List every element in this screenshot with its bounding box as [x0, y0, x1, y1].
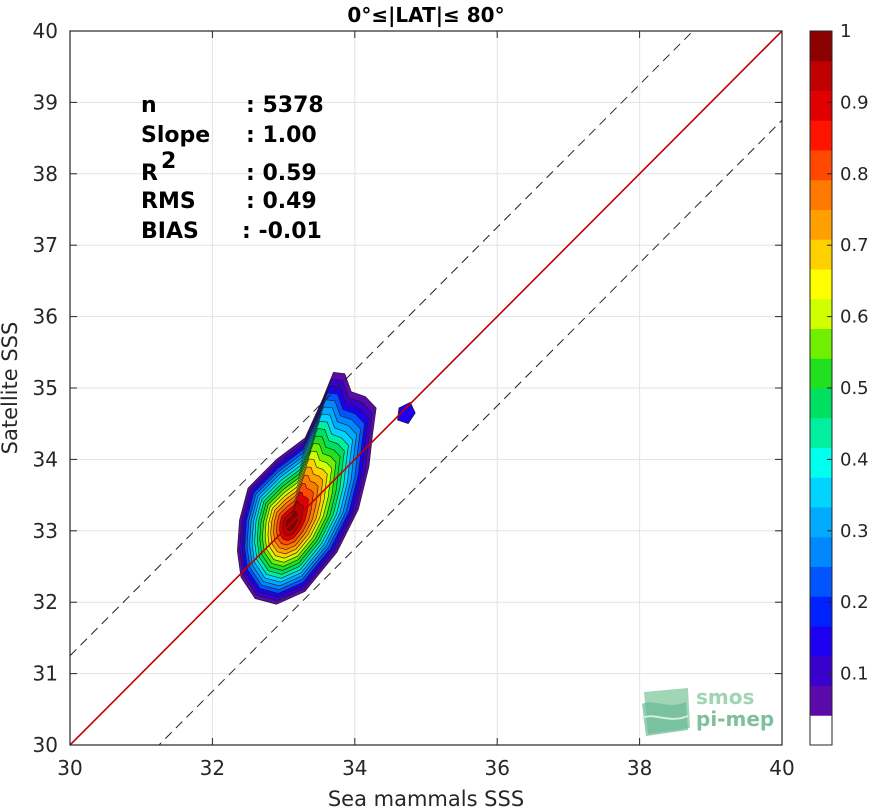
y-tick-label: 39: [33, 90, 58, 114]
colorbar-segment: [810, 477, 832, 508]
colorbar-segment: [810, 358, 832, 389]
colorbar-segment: [810, 31, 832, 62]
y-tick-label: 38: [33, 162, 58, 186]
logo-line1: smos: [696, 685, 754, 709]
stat-label: n: [141, 93, 157, 118]
colorbar: 0.1 0.2 0.3 0.4 0.5 0.6 0.7 0.8 0.9 1: [809, 21, 869, 746]
colorbar-segment: [810, 566, 832, 597]
reference-lines: [70, 31, 782, 745]
y-tick-label: 31: [33, 662, 58, 686]
stat-value: : 0.59: [246, 161, 317, 186]
chart-title: 0°≤|LAT|≤ 80°: [347, 3, 504, 27]
stat-value: : 5378: [246, 93, 324, 118]
y-tick-label: 36: [33, 305, 58, 329]
y-tick-label: 32: [33, 590, 58, 614]
logo-line2: pi-mep: [696, 707, 774, 731]
colorbar-tick-label: 0.1: [840, 664, 869, 685]
x-axis-ticks: 30 32 34 36 38 40: [57, 31, 795, 780]
x-tick-label: 36: [484, 756, 509, 780]
y-tick-label: 34: [33, 447, 58, 471]
stat-value: : 1.00: [246, 123, 317, 148]
colorbar-segment: [810, 150, 832, 181]
colorbar-segment: [810, 507, 832, 538]
offset-dashed-line: [158, 119, 782, 745]
colorbar-segment: [810, 715, 832, 746]
colorbar-segment: [810, 209, 832, 240]
colorbar-segment: [810, 596, 832, 627]
colorbar-tick-label: 0.5: [840, 378, 869, 399]
stat-value: : 0.49: [246, 189, 317, 214]
colorbar-segment: [810, 298, 832, 329]
stat-label: R: [141, 161, 158, 186]
colorbar-tick-label: 0.2: [840, 592, 869, 613]
colorbar-segment: [810, 447, 832, 478]
stat-label: Slope: [141, 123, 210, 148]
colorbar-segment: [810, 685, 832, 716]
colorbar-segment: [810, 60, 832, 91]
x-tick-label: 34: [342, 756, 367, 780]
density-level: [397, 401, 416, 425]
x-tick-label: 30: [57, 756, 82, 780]
stat-superscript: 2: [161, 149, 176, 174]
colorbar-tick-label: 0.8: [840, 164, 869, 185]
colorbar-segment: [810, 179, 832, 210]
colorbar-segment: [810, 328, 832, 359]
colorbar-segment: [810, 90, 832, 121]
colorbar-segment: [810, 626, 832, 657]
stat-label: RMS: [141, 189, 196, 214]
y-tick-label: 37: [33, 233, 58, 257]
x-axis-label: Sea mammals SSS: [328, 787, 524, 808]
stat-label: BIAS: [141, 219, 199, 244]
colorbar-segment: [810, 120, 832, 151]
colorbar-tick-label: 0.6: [840, 307, 869, 328]
offset-dashed-line: [70, 31, 694, 657]
y-tick-label: 35: [33, 376, 58, 400]
colorbar-tick-label: 1: [840, 21, 851, 42]
smos-pi-mep-logo: smos pi-mep: [641, 685, 774, 736]
y-tick-label: 40: [33, 19, 58, 43]
x-tick-label: 32: [200, 756, 225, 780]
y-tick-label: 30: [33, 733, 58, 757]
y-tick-label: 33: [33, 519, 58, 543]
one-to-one-line: [70, 31, 782, 745]
colorbar-tick-label: 0.9: [840, 92, 869, 113]
colorbar-segment: [810, 388, 832, 419]
x-tick-label: 40: [769, 756, 794, 780]
colorbar-segment: [810, 269, 832, 300]
colorbar-segment: [810, 655, 832, 686]
y-axis-ticks: 30 31 32 33 34 35 36 37 38 39 40: [33, 19, 782, 757]
stat-value: : -0.01: [242, 219, 322, 244]
stats-box: n : 5378 Slope : 1.00 R 2 : 0.59 RMS : 0.49 BIAS:…: [141, 93, 324, 244]
colorbar-tick-label: 0.3: [840, 521, 869, 542]
colorbar-segment: [810, 536, 832, 567]
x-tick-label: 38: [627, 756, 652, 780]
colorbar-segment: [810, 417, 832, 448]
y-axis-label: Satellite SSS: [0, 322, 22, 455]
density-contours: [236, 371, 416, 605]
colorbar-tick-label: 0.4: [840, 449, 869, 470]
colorbar-segment: [810, 239, 832, 270]
colorbar-tick-label: 0.7: [840, 235, 869, 256]
